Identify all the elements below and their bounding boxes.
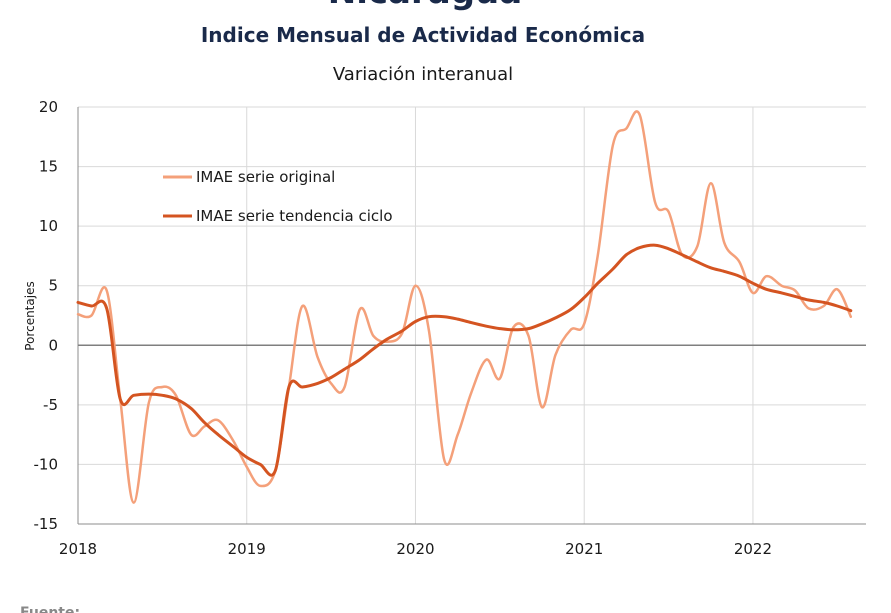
chart-subtitle-2: Variación interanual: [333, 64, 513, 85]
chart-title: Nicaragua: [328, 0, 522, 12]
y-tick-label: 0: [48, 336, 58, 354]
y-tick-label: -10: [34, 455, 59, 473]
y-tick-label: 15: [39, 158, 58, 176]
series-line-trend: [76, 243, 853, 477]
x-tick-label: 2018: [59, 540, 97, 558]
legend-label-trend: IMAE serie tendencia ciclo: [196, 207, 393, 225]
legend: IMAE serie original IMAE serie tendencia…: [163, 168, 393, 225]
plot-area: -15 -10 -5 0 5 10 15 20 2018 2019 2020 2021 2022: [34, 98, 866, 558]
y-tick-label: 20: [39, 98, 58, 116]
y-tick-label: -5: [43, 396, 58, 414]
x-tick-label: 2022: [734, 540, 772, 558]
y-tick-label: 10: [39, 217, 58, 235]
source-footer: Fuente:: [20, 605, 80, 613]
series-line-original: [76, 110, 853, 504]
x-tick-label: 2021: [565, 540, 603, 558]
x-tick-label: 2019: [228, 540, 266, 558]
x-tick-label: 2020: [396, 540, 434, 558]
y-axis-label: Porcentajes: [23, 281, 37, 350]
legend-label-original: IMAE serie original: [196, 168, 335, 186]
chart-subtitle: Indice Mensual de Actividad Económica: [201, 23, 645, 47]
y-tick-label: -15: [34, 515, 59, 533]
y-tick-label: 5: [48, 277, 58, 295]
